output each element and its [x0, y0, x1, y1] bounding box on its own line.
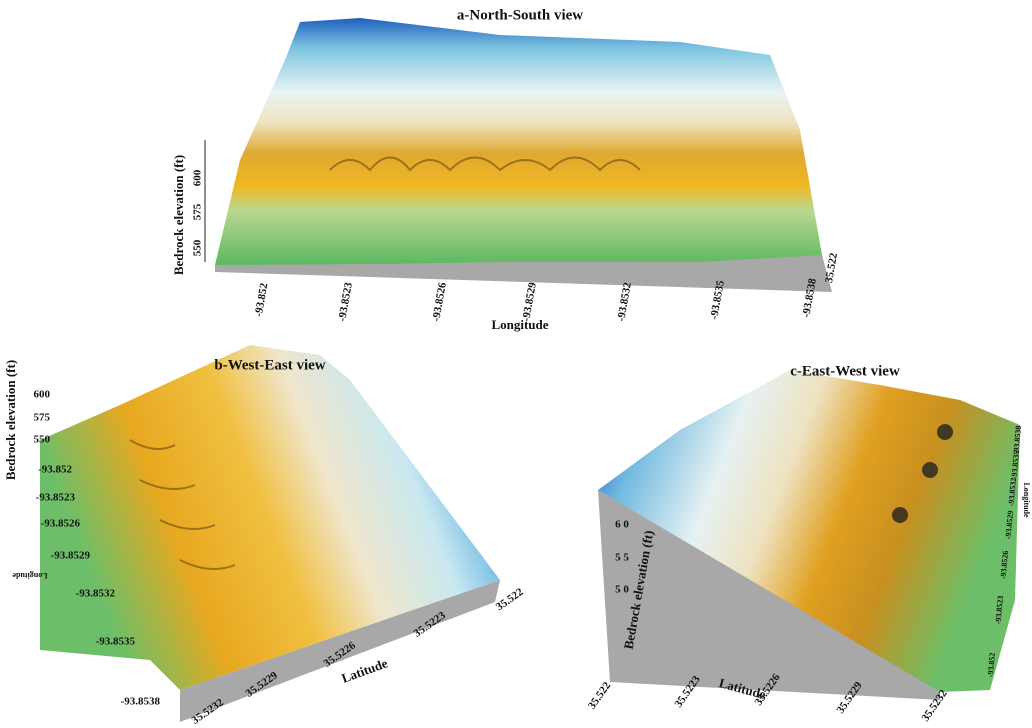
- y-tick-label: -93.852: [986, 652, 997, 677]
- y-tick-label: -93.8535: [96, 636, 136, 648]
- z-tick-label: 575: [192, 203, 204, 220]
- z-axis-label: Bedrock elevation (ft): [3, 360, 18, 480]
- pit: [892, 507, 908, 523]
- side-tick-label: 35.522: [823, 251, 840, 283]
- y-tick-label: -93.8523: [36, 492, 76, 504]
- x-axis-label: Latitude: [340, 655, 390, 685]
- y-tick-label: -93.8538: [121, 696, 161, 708]
- z-tick-label: 550: [192, 239, 204, 256]
- z-tick-label: 5 5: [615, 552, 629, 564]
- z-axis-label: Bedrock elevation (ft): [171, 155, 186, 275]
- panel-title: c-East-West view: [790, 363, 900, 379]
- x-tick-label: 35.522: [494, 586, 526, 613]
- page: {"panels": [ {"title": "a-North-South vi…: [0, 0, 1032, 728]
- panel-c: c-East-West view Bedrock elevation (ft) …: [586, 363, 1031, 723]
- y-tick-label: -93.8538: [1012, 425, 1023, 454]
- y-tick-label: -93.8526: [41, 518, 81, 530]
- y-axis-label: Longitude: [1022, 482, 1031, 518]
- x-tick-label: -93.8532: [615, 281, 634, 322]
- y-axis-label: Longitude: [12, 571, 48, 580]
- y-tick-label: -93.8529: [51, 550, 91, 562]
- z-tick-label: 6 0: [615, 519, 629, 531]
- x-tick-label: -93.852: [253, 282, 271, 318]
- panel-title: a-North-South view: [457, 7, 583, 23]
- pit: [922, 462, 938, 478]
- z-tick-label: 550: [34, 434, 51, 446]
- x-tick-label: 35.522: [586, 679, 613, 711]
- y-tick-label: -93.852: [38, 464, 72, 476]
- x-tick-label: -93.8526: [430, 281, 449, 322]
- pit: [937, 424, 953, 440]
- z-tick-label: 575: [34, 412, 51, 424]
- z-tick-label: 600: [34, 389, 51, 401]
- panel-b: b-West-East view Bedrock elevation (ft) …: [3, 345, 526, 727]
- surface: [215, 18, 822, 265]
- z-tick-label: 5 0: [615, 584, 629, 596]
- x-axis-label: Longitude: [491, 317, 548, 332]
- y-tick-label: -93.8532: [76, 588, 116, 600]
- figure: a-North-South view Bedrock elevation (ft…: [0, 0, 1032, 728]
- z-tick-label: 600: [192, 169, 204, 186]
- panel-a: a-North-South view Bedrock elevation (ft…: [171, 7, 840, 332]
- x-tick-label: -93.8523: [336, 281, 355, 322]
- panel-title: b-West-East view: [214, 357, 325, 373]
